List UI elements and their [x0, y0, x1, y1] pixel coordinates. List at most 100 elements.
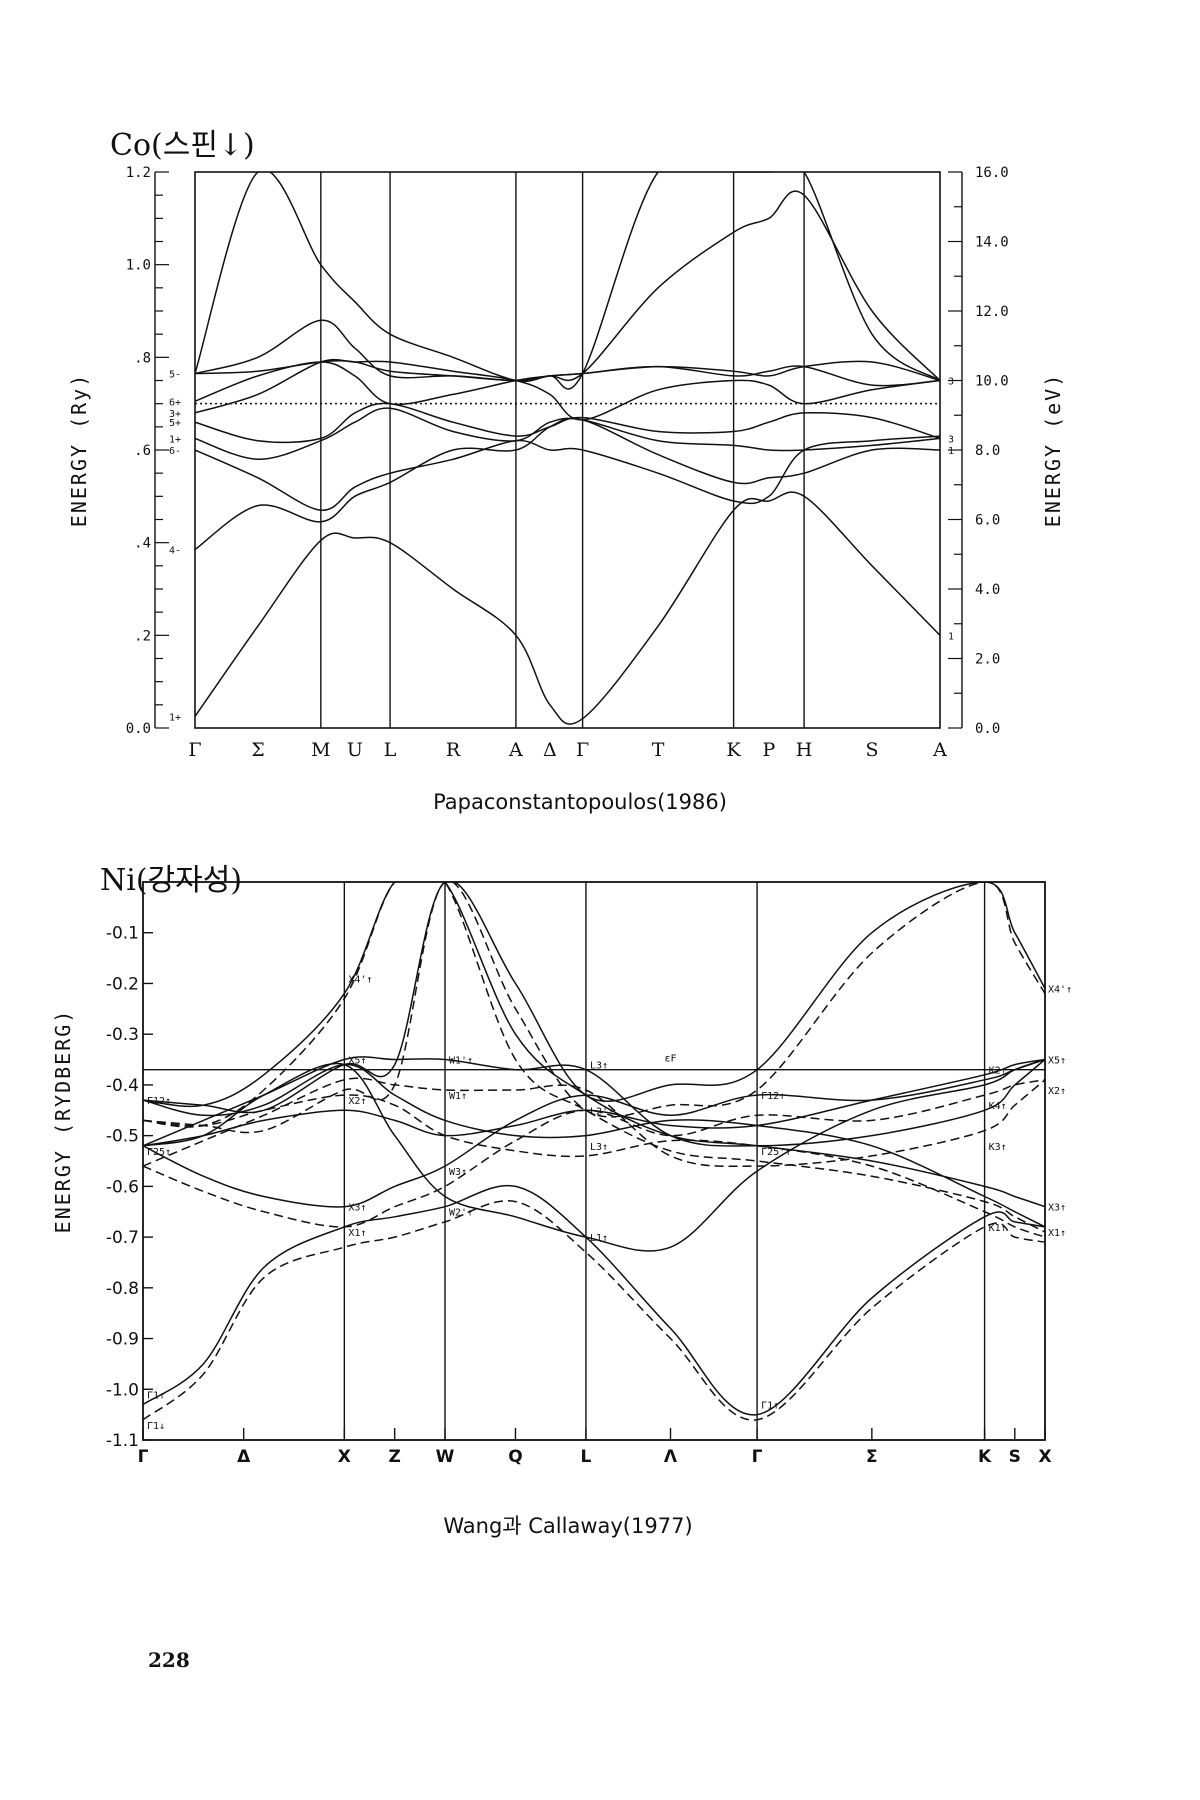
ni-y-tick-label: -0.1 [106, 924, 139, 944]
co-gamma-level-label: 1+ [169, 712, 181, 723]
co-band-line [195, 417, 940, 551]
ni-symmetry-point-label: K1↑ [989, 1223, 1007, 1234]
co-right-tick-label: 4.0 [975, 582, 1000, 598]
co-kpoint-label: Γ [576, 739, 589, 761]
ni-symmetry-point-label: W3↑ [449, 1167, 467, 1178]
ni-kpoint-label: Γ [752, 1447, 763, 1467]
co-gamma-level-label: 6- [169, 446, 181, 457]
ni-kpoint-label: Γ [138, 1447, 149, 1467]
co-a-level-label: 1 [948, 631, 954, 642]
ni-symmetry-point-label: Γ12↑ [761, 1091, 785, 1102]
ni-symmetry-point-label: Γ1↓ [147, 1421, 165, 1432]
ni-band-line-spin-up [143, 882, 1045, 1208]
ni-band-line-spin-down [143, 1079, 1045, 1228]
ni-figure-caption: Wang과 Callaway(1977) [443, 1514, 693, 1538]
co-right-tick-label: 10.0 [975, 374, 1009, 390]
co-band-line [195, 407, 940, 461]
co-plot-frame [194, 171, 941, 729]
co-right-tick-label: 6.0 [975, 513, 1000, 529]
ni-y-tick-label: -0.6 [106, 1177, 139, 1197]
co-kpoint-label: H [796, 739, 813, 761]
co-right-tick-label: 14.0 [975, 235, 1009, 251]
co-band-structure-chart: 0.0 .2 .4 .6 .8 1.0 1.2 0.0 2.0 4.0 6.0 8.0 10.0 12.0… [67, 165, 1065, 761]
co-band-line [195, 435, 940, 511]
co-left-tick-label: 0.0 [126, 721, 151, 737]
ni-y-tick-label: -0.9 [106, 1330, 139, 1350]
ni-kpoint-label: X [338, 1447, 351, 1467]
ni-y-tick-label: -1.0 [106, 1380, 139, 1400]
ni-symmetry-point-label: K3↑ [989, 1142, 1007, 1153]
co-left-tick-label: .6 [134, 443, 151, 459]
co-band-line [195, 172, 940, 390]
ni-band-line-spin-down [143, 1077, 1045, 1168]
ni-symmetry-point-label: Γ25'↑ [761, 1147, 791, 1158]
ni-y-axis-title: ENERGY (RYDBERG) [51, 1009, 75, 1234]
ni-band-line-spin-up [143, 1063, 1045, 1228]
co-kpoint-label: K [727, 739, 742, 761]
ni-symmetry-point-label: X3↑ [348, 1203, 366, 1214]
co-kpoint-label: A [508, 739, 523, 761]
ni-band-line-spin-down [143, 1094, 1045, 1238]
ni-symmetry-point-label: X1↑ [348, 1228, 366, 1239]
ni-y-tick-label: -0.5 [106, 1127, 139, 1147]
ni-symmetry-point-label: Γ12↑ [147, 1096, 171, 1107]
ni-kpoint-label: S [1009, 1447, 1021, 1467]
ni-symmetry-point-label: X1↑ [1048, 1228, 1066, 1239]
ni-symmetry-point-label: W1'↑ [449, 1056, 473, 1067]
co-left-axis-title: ENERGY (Ry) [67, 373, 91, 527]
co-kpoint-label: Δ [543, 739, 557, 761]
co-a-level-label: 3 [948, 377, 954, 388]
co-left-tick-label: 1.2 [126, 165, 151, 181]
ni-kpoint-label: W [436, 1447, 455, 1467]
ni-symmetry-point-label: X3↑ [1048, 1203, 1066, 1214]
ni-kpoint-label: Q [508, 1447, 522, 1467]
ni-kpoint-label: Δ [237, 1447, 251, 1467]
ni-symmetry-point-label: X2↑ [348, 1096, 366, 1107]
ni-symmetry-point-label: L3↑ [590, 1142, 608, 1153]
ni-band-line-spin-up [143, 1058, 1045, 1252]
ni-kpoint-label: L [581, 1447, 592, 1467]
ni-y-tick-label: -0.4 [106, 1076, 139, 1096]
ni-band-line-spin-up [143, 1058, 1045, 1208]
co-band-line [195, 402, 940, 444]
ni-band-line-spin-up [143, 1058, 1045, 1147]
ni-symmetry-point-label: X4'↑ [348, 974, 372, 985]
co-kpoint-label: U [347, 739, 363, 761]
co-a-level-label: 1 [948, 446, 954, 457]
ni-band-line-spin-up [143, 1056, 1045, 1147]
co-right-tick-label: 2.0 [975, 652, 1000, 668]
ni-symmetry-point-label: Γ1↑ [147, 1390, 165, 1401]
ni-symmetry-point-label: X5↑ [348, 1056, 366, 1067]
ni-band-line-spin-down [143, 1200, 1045, 1421]
co-gamma-level-label: 1+ [169, 434, 181, 445]
ni-y-tick-label: -0.7 [106, 1228, 139, 1248]
ni-band-line-spin-up [143, 882, 1045, 1114]
ni-symmetry-point-label: L2'↑ [590, 1106, 614, 1117]
ni-band-line-spin-up [143, 1184, 1045, 1416]
co-kpoint-label: Σ [251, 739, 264, 761]
ni-plot-frame [142, 881, 1046, 1441]
ni-y-tick-label: -0.2 [106, 974, 139, 994]
co-kpoint-label: S [866, 739, 879, 761]
co-gamma-level-label: 4- [169, 546, 181, 557]
co-band-line [195, 360, 940, 382]
ni-symmetry-point-label: X4'↑ [1048, 985, 1072, 996]
ni-kpoint-label: Λ [664, 1447, 678, 1467]
co-gamma-level-label: 5+ [169, 418, 181, 429]
co-gamma-level-label: 5- [169, 370, 181, 381]
co-right-axis-title: ENERGY (eV) [1041, 373, 1065, 527]
co-kpoint-label: L [384, 739, 397, 761]
ni-fermi-label: εF [664, 1054, 676, 1065]
co-figure-caption: Papaconstantopoulos(1986) [433, 790, 727, 814]
ni-symmetry-point-label: Γ1↑ [761, 1400, 779, 1411]
co-left-tick-label: .2 [134, 628, 151, 644]
co-band-line [195, 491, 940, 725]
ni-symmetry-point-label: X2↑ [1048, 1086, 1066, 1097]
co-left-tick-label: 1.0 [126, 258, 151, 274]
ni-kpoint-label: Z [389, 1447, 401, 1467]
ni-symmetry-point-label: L3↑ [590, 1061, 608, 1072]
co-kpoint-label: A [932, 739, 947, 761]
ni-figure-title: Ni(강자성) [100, 863, 243, 898]
ni-symmetry-point-label: L1↑ [590, 1233, 608, 1244]
page-number: 228 [148, 1648, 190, 1672]
